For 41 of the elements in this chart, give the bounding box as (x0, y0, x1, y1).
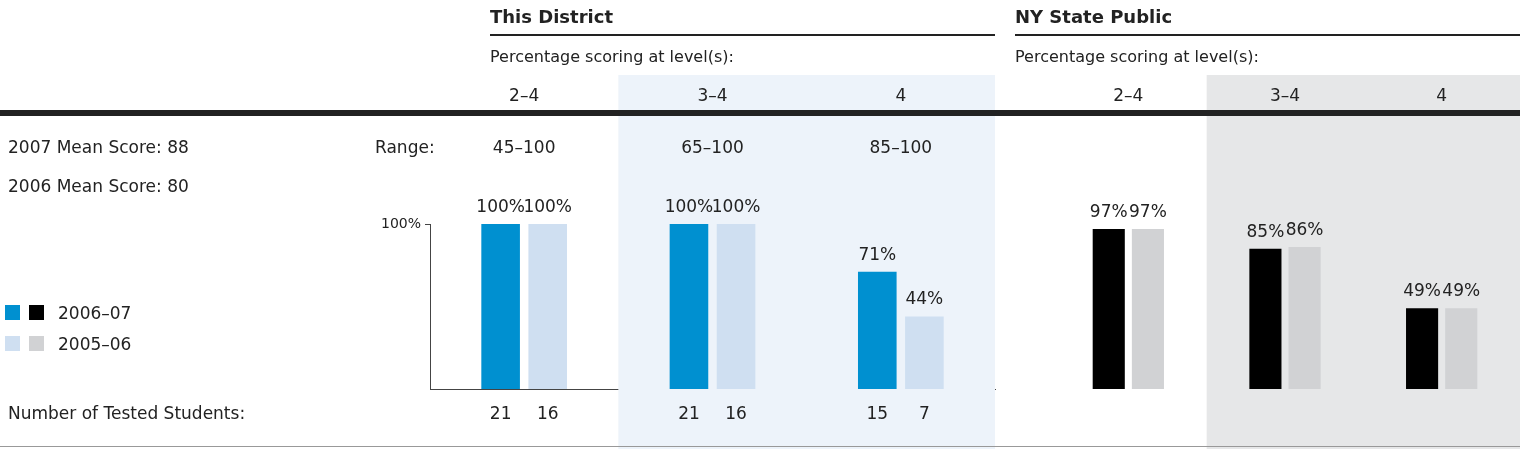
data-label: 44% (905, 288, 944, 309)
data-label: 49% (1403, 280, 1441, 301)
x-tick-label: 2–4 (509, 85, 540, 106)
chart-subtitle: Percentage scoring at level(s): (490, 47, 734, 66)
data-label: 49% (1442, 280, 1481, 301)
text: Number of Tested Students: (8, 403, 246, 424)
text: Range: (375, 137, 435, 158)
x-tick-label: 2–4 (1113, 85, 1144, 106)
data-label: 97% (1089, 200, 1128, 221)
x-tick-label: 4 (895, 85, 907, 106)
chart-title: NY State Public (1015, 6, 1173, 27)
chart-title: This District (490, 6, 613, 27)
text: 16 (725, 403, 747, 424)
chart-subtitle: Percentage scoring at level(s): (1015, 47, 1259, 66)
x-tick-label: 3–4 (1269, 85, 1301, 106)
bar (1092, 228, 1125, 389)
text: 65–100 (681, 137, 744, 158)
text: 7 (918, 403, 930, 424)
data-label: 85% (1246, 220, 1285, 241)
text: 85–100 (869, 137, 933, 158)
data-label: 86% (1285, 219, 1324, 240)
data-label: 100% (523, 195, 573, 216)
legend-label: 2006–07 (58, 303, 132, 323)
bar (1131, 228, 1164, 389)
text: 45–100 (492, 137, 556, 158)
text: 2006 Mean Score: 80 (8, 176, 189, 197)
data-label: 97% (1129, 200, 1167, 221)
x-tick-label: 3–4 (697, 85, 728, 106)
legend-label: 2005–06 (58, 334, 132, 354)
data-label: 71% (858, 243, 897, 264)
bar (1406, 308, 1439, 389)
text: 21 (678, 403, 700, 424)
data-label: 100% (476, 195, 525, 216)
x-tick-label: 4 (1436, 85, 1448, 106)
text: 21 (489, 403, 512, 424)
text: 16 (536, 403, 559, 424)
data-label: 100% (664, 195, 714, 216)
bar (1249, 248, 1282, 389)
text: 15 (866, 403, 889, 424)
text: 2007 Mean Score: 88 (8, 137, 189, 158)
data-label: 100% (711, 195, 761, 216)
